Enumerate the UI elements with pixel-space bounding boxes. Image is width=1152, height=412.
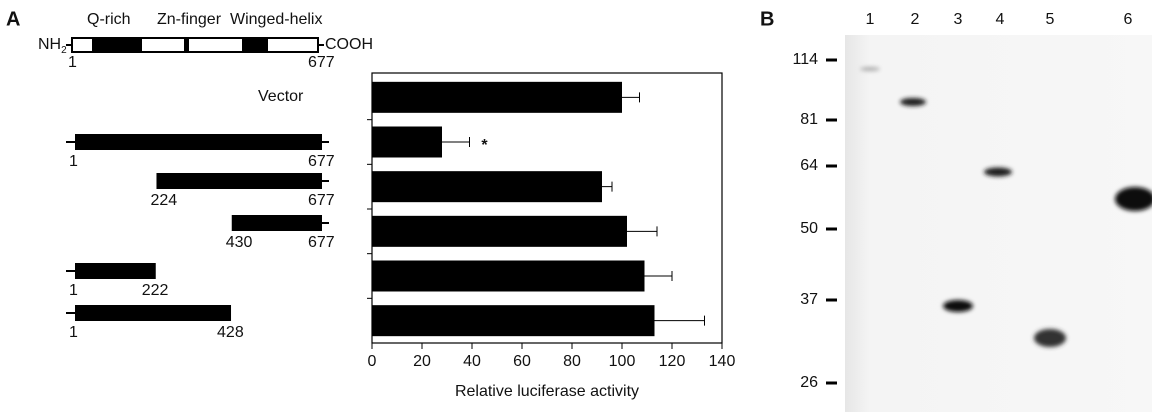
x-tick-label: 40 <box>463 353 481 370</box>
x-tick-label: 60 <box>513 353 531 370</box>
band <box>900 98 926 106</box>
position-label: 428 <box>217 324 244 341</box>
domain-block <box>242 38 268 52</box>
bar <box>372 215 627 247</box>
c-terminus: COOH <box>325 36 373 53</box>
blot <box>845 35 1152 412</box>
position-label: 677 <box>308 54 335 71</box>
marker-label: 26 <box>800 374 818 391</box>
error-bar <box>442 137 470 147</box>
x-tick-label: 140 <box>709 353 736 370</box>
marker-label: 114 <box>792 51 818 68</box>
x-tick-label: 120 <box>659 353 686 370</box>
position-label: 430 <box>226 234 253 251</box>
lane-label: 3 <box>954 11 963 28</box>
marker-label: 50 <box>800 220 818 237</box>
panel-label: A <box>6 8 20 30</box>
marker-label: 64 <box>800 157 818 174</box>
bar <box>372 171 602 203</box>
x-axis-title: Relative luciferase activity <box>455 383 639 400</box>
panel-label: B <box>760 8 774 30</box>
position-label: 224 <box>150 192 177 209</box>
bar <box>372 305 655 337</box>
plot-frame <box>371 72 723 344</box>
bar <box>372 126 442 158</box>
n-terminus-sub: 2 <box>61 45 67 56</box>
n-terminus-base: NH <box>38 36 61 53</box>
bar <box>372 260 645 292</box>
x-tick-label: 0 <box>368 353 377 370</box>
position-label: 1 <box>69 324 78 341</box>
bar <box>372 81 622 113</box>
band <box>1034 329 1066 347</box>
error-bar <box>644 271 673 281</box>
domain-label: Winged-helix <box>230 11 322 28</box>
domain-label: Zn-finger <box>157 11 222 28</box>
construct <box>75 263 156 279</box>
error-bar <box>627 226 658 237</box>
position-label: 1 <box>68 54 77 71</box>
error-bar <box>602 181 613 192</box>
band <box>860 67 880 71</box>
position-label: 1 <box>69 153 78 170</box>
position-label: 222 <box>142 282 169 299</box>
error-bar <box>622 92 640 103</box>
lane-label: 2 <box>911 11 920 28</box>
position-label: 1 <box>69 282 78 299</box>
construct <box>156 173 322 189</box>
marker-label: 37 <box>800 291 818 308</box>
position-label: 677 <box>308 153 335 170</box>
construct <box>75 134 322 150</box>
band <box>943 300 973 312</box>
error-bar <box>654 315 705 326</box>
x-tick-label: 80 <box>563 353 581 370</box>
lane-label: 5 <box>1046 11 1055 28</box>
position-label: 677 <box>308 192 335 209</box>
bands <box>860 67 1152 347</box>
domain-label: Q-rich <box>87 11 131 28</box>
lane-label: 1 <box>866 11 875 28</box>
marker-label: 81 <box>800 111 818 128</box>
x-tick-label: 100 <box>609 353 636 370</box>
x-tick-label: 20 <box>413 353 431 370</box>
construct <box>75 305 232 321</box>
domain-block <box>184 38 189 52</box>
band <box>1115 187 1152 211</box>
lane-label: 6 <box>1124 11 1133 28</box>
significance-mark: * <box>481 137 488 154</box>
n-terminus: NH2 <box>38 36 67 55</box>
lane-label: 4 <box>996 11 1005 28</box>
band <box>984 167 1012 177</box>
construct <box>231 215 322 231</box>
domain-block <box>92 38 142 52</box>
vector-label: Vector <box>258 88 304 105</box>
position-label: 677 <box>308 234 335 251</box>
